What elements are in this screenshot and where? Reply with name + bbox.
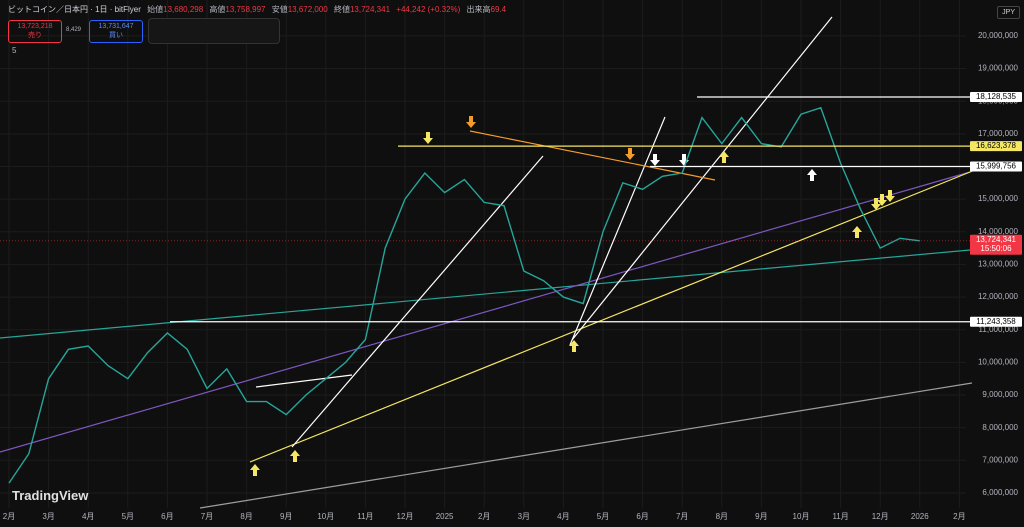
- level-badge: [970, 141, 1022, 152]
- x-tick-label: 4月: [82, 512, 94, 521]
- ohlc-value: 13,672,000: [287, 5, 328, 14]
- arrow-marker: [650, 154, 660, 166]
- level-label: 15,999,756: [976, 162, 1017, 171]
- trend-line: [569, 116, 666, 346]
- level-badge: [970, 161, 1022, 172]
- symbol[interactable]: ビットコイン／日本円 · 1日 · bitFlyer: [8, 5, 141, 14]
- x-tick-label: 2026: [911, 512, 929, 521]
- y-tick-label: 8,000,000: [982, 423, 1018, 432]
- ohlc-value: 13,724,341: [349, 5, 391, 14]
- trend-line: [199, 382, 973, 509]
- y-tick-label: 7,000,000: [982, 455, 1018, 464]
- arrow-marker: [423, 132, 433, 144]
- x-tick-label: 6月: [161, 512, 173, 521]
- x-tick-label: 2月: [953, 512, 965, 521]
- buy-button[interactable]: 13,731,647 買い: [89, 20, 143, 43]
- ohlc-value: 13,680,298: [163, 5, 204, 14]
- indicator-count[interactable]: 5: [12, 46, 17, 55]
- trend-line: [0, 249, 971, 339]
- x-tick-label: 3月: [518, 512, 530, 521]
- x-tick-label: 4月: [557, 512, 569, 521]
- symbol-header: ビットコイン／日本円 · 1日 · bitFlyer 始値13,680,298 …: [8, 4, 506, 15]
- last-price-time: 15:50:06: [980, 244, 1012, 253]
- sell-button[interactable]: 13,723,218 売り: [8, 20, 62, 43]
- level-label: 18,128,535: [976, 92, 1017, 101]
- y-tick-label: 11,000,000: [979, 325, 1019, 334]
- ohlc-label: 高値: [209, 5, 226, 14]
- y-tick-label: 19,000,000: [978, 64, 1019, 73]
- volume-label: 出来高: [466, 5, 491, 14]
- arrow-marker: [466, 116, 476, 128]
- y-tick-label: 9,000,000: [982, 390, 1018, 399]
- ohlc-value: 13,758,997: [225, 5, 266, 14]
- currency[interactable]: JPY: [997, 6, 1020, 19]
- arrow-marker: [290, 450, 300, 462]
- level-label: 16,623,378: [976, 141, 1017, 150]
- arrow-marker: [807, 169, 817, 181]
- drawing-toolbar[interactable]: [148, 18, 280, 44]
- x-tick-label: 12月: [397, 512, 414, 521]
- y-tick-label: 12,000,000: [978, 292, 1019, 301]
- level-badge: [970, 316, 1022, 327]
- drawings: [0, 16, 976, 509]
- volume: 69.4: [490, 5, 507, 14]
- ohlc-label: 安値: [271, 5, 288, 14]
- arrow-marker: [852, 226, 862, 238]
- x-tick-label: 9月: [755, 512, 767, 521]
- y-tick-label: 15,000,000: [978, 194, 1019, 203]
- arrow-marker: [625, 148, 635, 160]
- y-tick-label: 10,000,000: [978, 357, 1019, 366]
- arrow-marker: [719, 151, 729, 163]
- x-tick-label: 2025: [436, 512, 454, 521]
- x-tick-label: 11月: [832, 512, 848, 521]
- x-tick-label: 10月: [317, 512, 334, 521]
- price-line: [8, 106, 920, 484]
- trend-line: [255, 374, 353, 388]
- x-tick-label: 7月: [676, 512, 688, 521]
- x-tick-label: 5月: [122, 512, 134, 521]
- sell-label: 売り: [28, 32, 42, 39]
- spread: 8,429: [66, 27, 82, 33]
- x-tick-label: 6月: [636, 512, 648, 521]
- arrow-marker: [250, 464, 260, 476]
- ohlc-label: 終値: [333, 5, 350, 14]
- x-tick-label: 12月: [872, 512, 889, 521]
- x-tick-label: 11月: [357, 512, 373, 521]
- y-tick-label: 14,000,000: [978, 227, 1019, 236]
- x-tick-label: 2月: [478, 512, 490, 521]
- y-tick-label: 17,000,000: [978, 129, 1019, 138]
- trend-line: [249, 169, 976, 463]
- trend-line: [291, 155, 544, 448]
- last-price-badge: [970, 234, 1022, 255]
- y-tick-label: 13,000,000: [978, 260, 1019, 269]
- last-price-label: 13,724,341: [976, 235, 1017, 244]
- x-tick-label: 9月: [280, 512, 292, 521]
- y-tick-label: 6,000,000: [982, 488, 1018, 497]
- level-label: 11,243,358: [976, 317, 1016, 326]
- trend-line: [469, 130, 716, 181]
- x-tick-label: 7月: [201, 512, 213, 521]
- level-badge: [970, 92, 1022, 103]
- x-tick-label: 5月: [597, 512, 609, 521]
- x-tick-label: 2月: [3, 512, 15, 521]
- buy-price: 13,731,647: [98, 23, 134, 30]
- arrow-marker: [877, 194, 887, 206]
- buy-label: 買い: [109, 32, 123, 39]
- sell-price: 13,723,218: [17, 23, 53, 30]
- ohlc-label: 始値: [147, 5, 164, 14]
- trend-line: [0, 171, 971, 453]
- arrow-marker: [569, 340, 579, 352]
- trend-line: [571, 16, 833, 341]
- arrow-marker: [885, 190, 895, 202]
- arrow-marker: [871, 198, 881, 210]
- x-tick-label: 8月: [716, 512, 728, 521]
- change: +44,242 (+0.32%): [396, 5, 461, 14]
- x-tick-label: 8月: [240, 512, 252, 521]
- x-tick-label: 10月: [793, 512, 810, 521]
- y-tick-label: 20,000,000: [978, 31, 1019, 40]
- brand: TradingView: [12, 488, 89, 503]
- x-tick-label: 3月: [42, 512, 54, 521]
